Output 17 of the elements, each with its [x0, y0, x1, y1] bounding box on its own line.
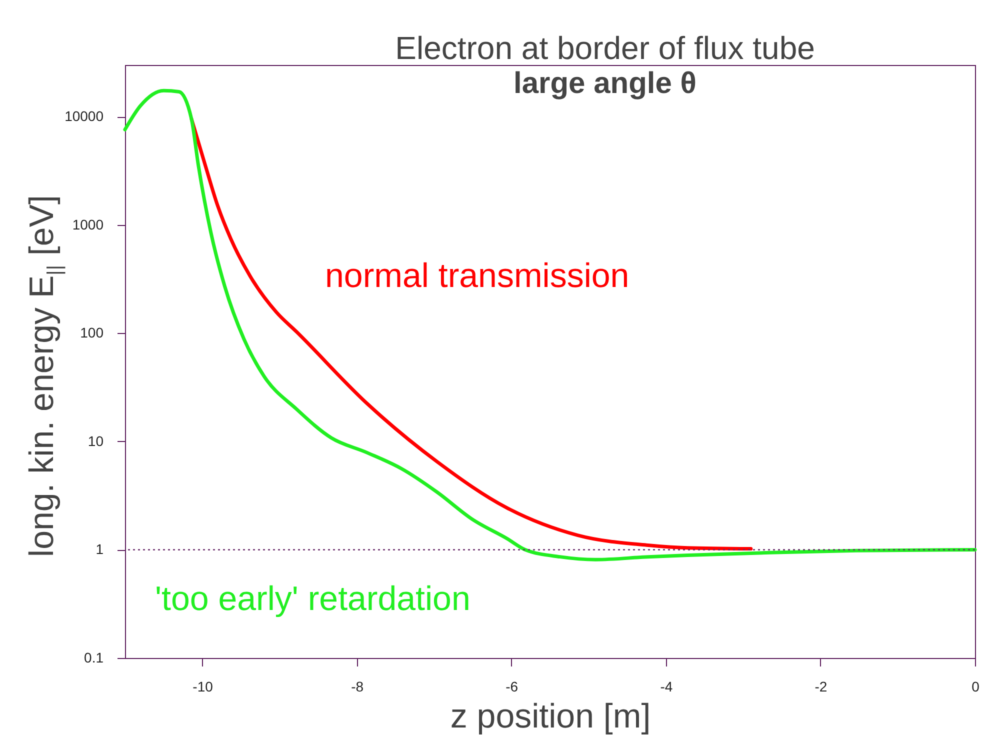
x-tick-label: -10	[192, 678, 214, 694]
x-tick-label: -6	[506, 678, 518, 694]
series-label: normal transmission	[325, 257, 630, 295]
y-tick-label: 10000	[64, 108, 104, 124]
x-axis-title: z position [m]	[450, 698, 651, 736]
y-tick-label: 10	[88, 432, 104, 449]
chart-subtitle: large angle θ	[514, 67, 696, 100]
y-tick-label: 1	[96, 541, 104, 558]
x-tick-label: -2	[814, 678, 828, 694]
series-label: 'too early' retardation	[155, 580, 470, 618]
chart-title: Electron at border of flux tube	[395, 30, 815, 66]
x-tick-label: -8	[351, 678, 364, 694]
y-tick-label: 1000	[72, 216, 104, 232]
x-tick-label: 0	[972, 678, 980, 694]
x-tick-label: -4	[660, 678, 673, 694]
y-tick-label: 100	[80, 324, 104, 341]
y-tick-label: 0.1	[84, 650, 104, 666]
